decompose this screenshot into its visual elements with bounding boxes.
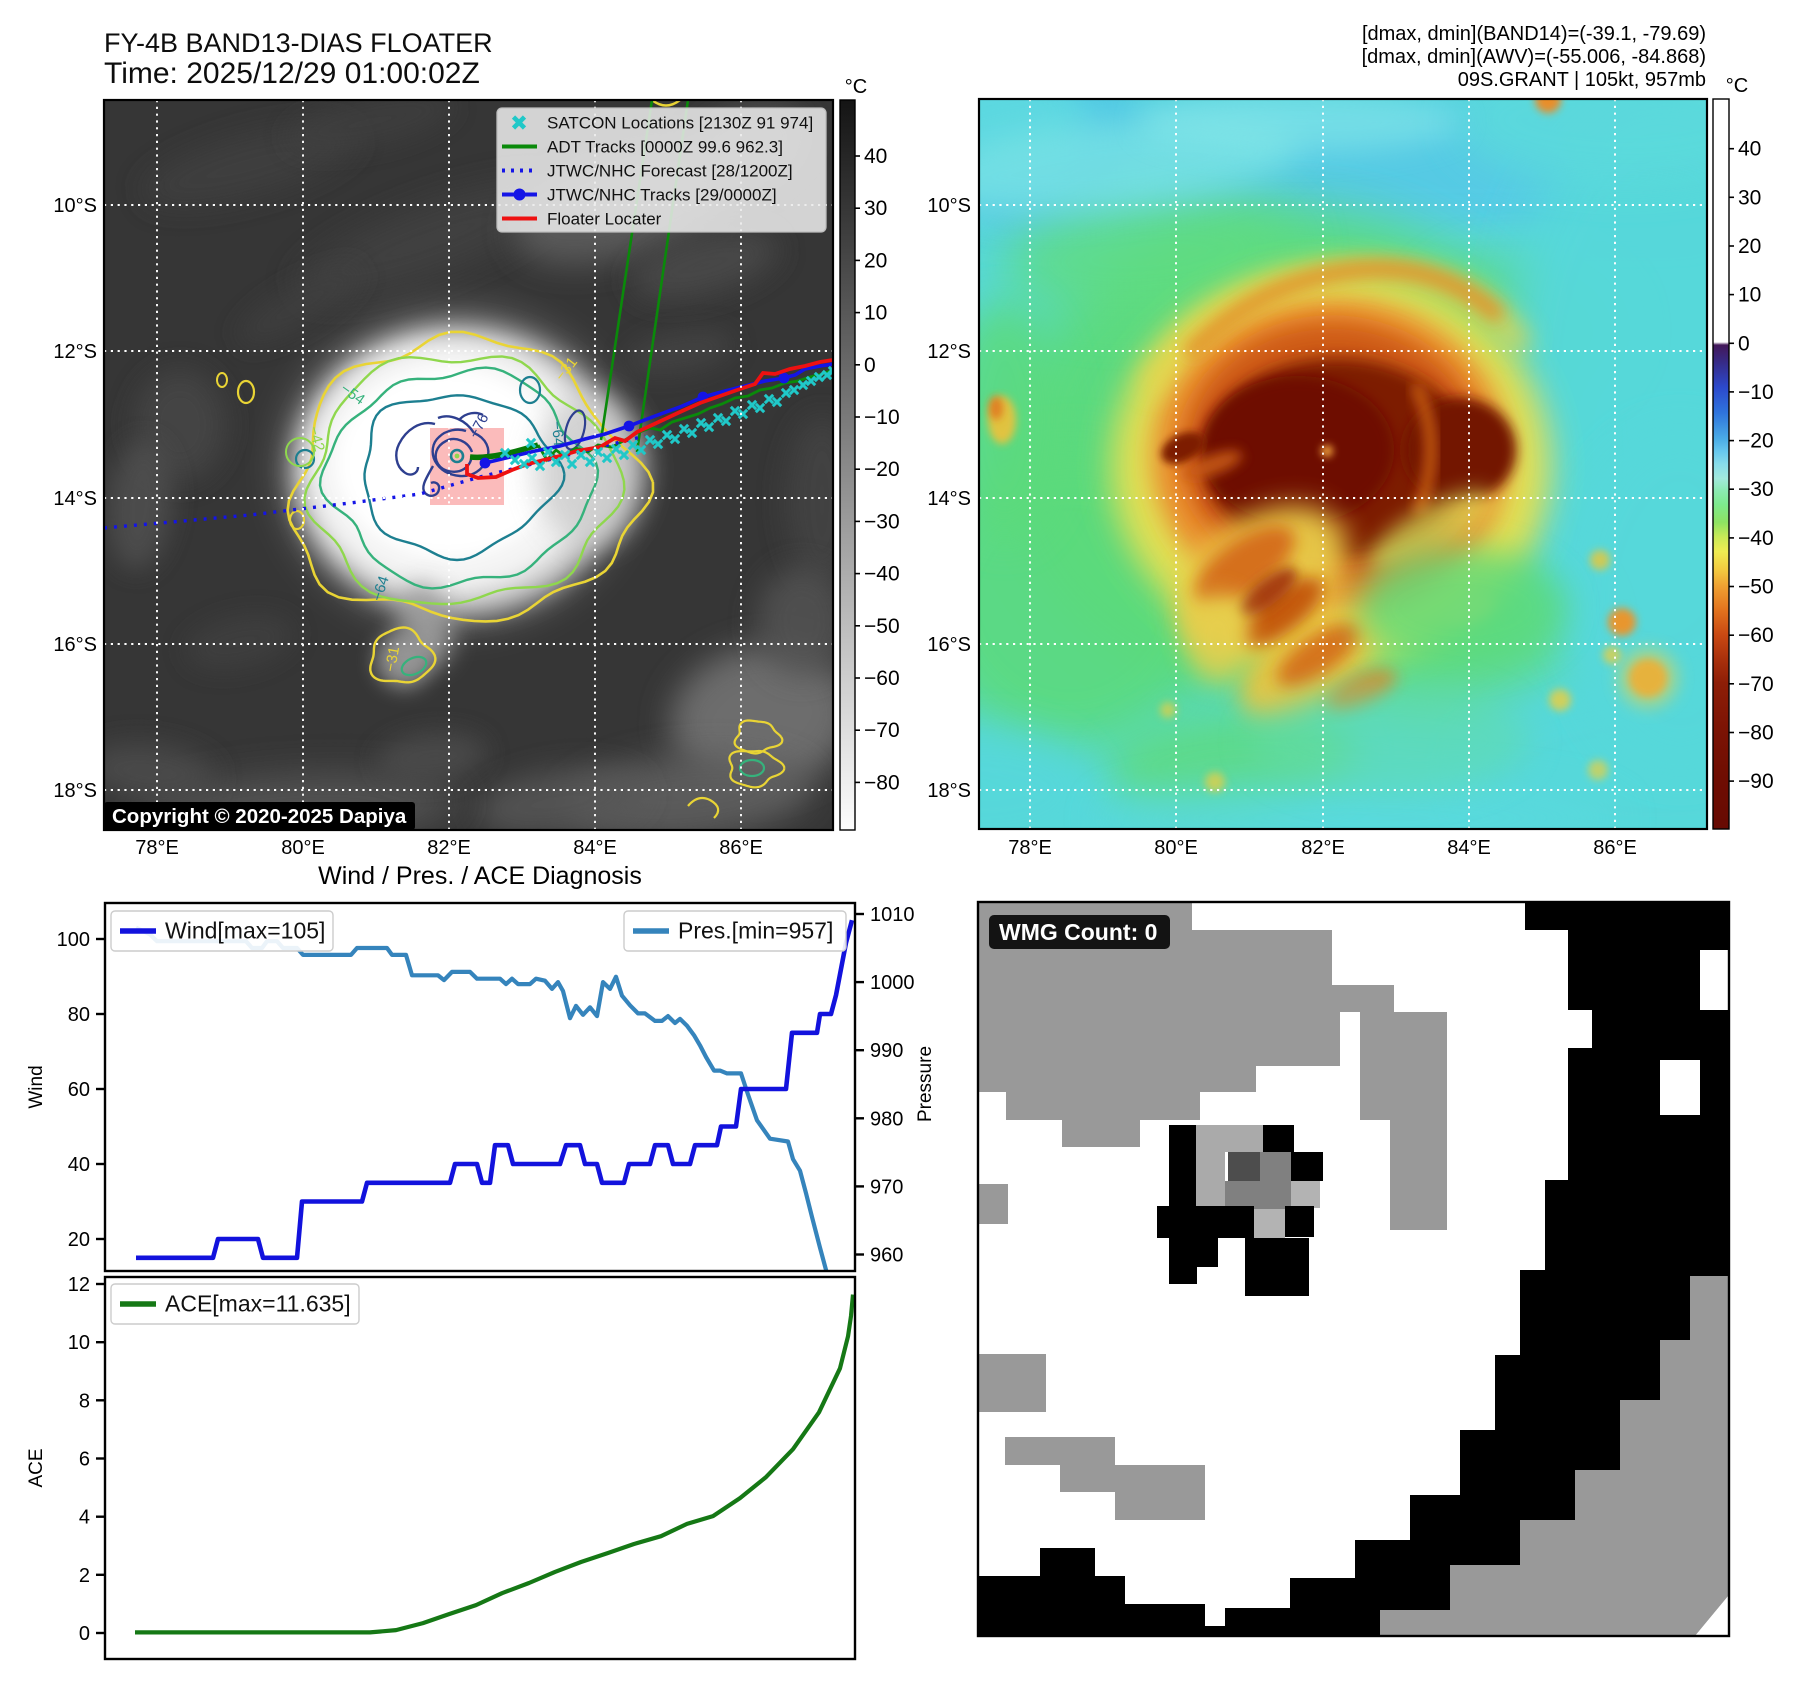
svg-text:10: 10 <box>864 302 887 325</box>
svg-text:JTWC/NHC Tracks [29/0000Z]: JTWC/NHC Tracks [29/0000Z] <box>547 186 777 205</box>
svg-text:12°S: 12°S <box>927 341 971 363</box>
svg-text:−31: −31 <box>382 645 403 673</box>
svg-text:1000: 1000 <box>870 972 915 994</box>
svg-text:4: 4 <box>79 1507 90 1529</box>
svg-text:12°S: 12°S <box>53 341 97 363</box>
svg-text:18°S: 18°S <box>53 780 97 802</box>
svg-text:40: 40 <box>1738 138 1761 161</box>
svg-text:20: 20 <box>68 1229 90 1251</box>
svg-text:0: 0 <box>864 354 876 377</box>
svg-text:16°S: 16°S <box>927 634 971 656</box>
svg-text:20: 20 <box>1738 235 1761 258</box>
svg-text:78°E: 78°E <box>1008 837 1052 859</box>
svg-text:84°E: 84°E <box>1447 837 1491 859</box>
svg-text:970: 970 <box>870 1176 903 1198</box>
svg-text:−60: −60 <box>864 667 900 690</box>
svg-text:30: 30 <box>864 197 887 220</box>
svg-text:°C: °C <box>845 76 867 98</box>
svg-text:0: 0 <box>79 1623 90 1645</box>
svg-text:30: 30 <box>1738 186 1761 209</box>
svg-text:Wind: Wind <box>26 1065 47 1108</box>
svg-text:09S.GRANT | 105kt, 957mb: 09S.GRANT | 105kt, 957mb <box>1458 69 1706 91</box>
svg-text:−40: −40 <box>1738 527 1774 550</box>
svg-text:Time: 2025/12/29 01:00:02Z: Time: 2025/12/29 01:00:02Z <box>104 57 480 90</box>
svg-text:ADT Tracks [0000Z 99.6 962.3]: ADT Tracks [0000Z 99.6 962.3] <box>547 138 783 157</box>
svg-text:−40: −40 <box>864 563 900 586</box>
svg-text:−10: −10 <box>1738 381 1774 404</box>
svg-text:−64: −64 <box>548 420 567 447</box>
svg-text:78°E: 78°E <box>135 837 179 859</box>
svg-text:82°E: 82°E <box>1301 837 1345 859</box>
svg-text:−30: −30 <box>1738 478 1774 501</box>
svg-text:40: 40 <box>68 1154 90 1176</box>
svg-text:−20: −20 <box>864 458 900 481</box>
svg-text:10°S: 10°S <box>927 195 971 217</box>
svg-text:Wind[max=105]: Wind[max=105] <box>165 918 325 944</box>
svg-text:−90: −90 <box>1738 770 1774 793</box>
svg-text:10: 10 <box>1738 284 1761 307</box>
svg-text:6: 6 <box>79 1449 90 1471</box>
svg-text:86°E: 86°E <box>719 837 763 859</box>
svg-text:−20: −20 <box>1738 430 1774 453</box>
svg-text:980: 980 <box>870 1108 903 1130</box>
svg-text:−42: −42 <box>305 424 328 453</box>
svg-text:°C: °C <box>1726 75 1748 97</box>
svg-text:20: 20 <box>864 249 887 272</box>
svg-text:−80: −80 <box>1738 722 1774 745</box>
svg-text:80°E: 80°E <box>281 837 325 859</box>
svg-text:−60: −60 <box>1738 624 1774 647</box>
svg-text:2: 2 <box>79 1565 90 1587</box>
svg-text:[dmax, dmin](BAND14)=(-39.1, -: [dmax, dmin](BAND14)=(-39.1, -79.69) <box>1362 23 1706 45</box>
svg-text:−80: −80 <box>864 771 900 794</box>
svg-text:18°S: 18°S <box>927 780 971 802</box>
svg-text:1010: 1010 <box>870 904 915 926</box>
svg-text:ACE: ACE <box>26 1448 47 1487</box>
svg-text:84°E: 84°E <box>573 837 617 859</box>
svg-text:82°E: 82°E <box>427 837 471 859</box>
svg-text:960: 960 <box>870 1245 903 1267</box>
svg-text:SATCON Locations [2130Z 91 974: SATCON Locations [2130Z 91 974] <box>547 114 813 133</box>
svg-text:−70: −70 <box>864 719 900 742</box>
svg-text:60: 60 <box>68 1079 90 1101</box>
svg-text:[dmax, dmin](AWV)=(-55.006, -8: [dmax, dmin](AWV)=(-55.006, -84.868) <box>1362 46 1706 68</box>
svg-text:FY-4B BAND13-DIAS FLOATER: FY-4B BAND13-DIAS FLOATER <box>104 28 493 58</box>
svg-text:80°E: 80°E <box>1154 837 1198 859</box>
svg-text:Pressure: Pressure <box>915 1046 936 1122</box>
svg-text:990: 990 <box>870 1040 903 1062</box>
svg-text:Copyright © 2020-2025 Dapiya: Copyright © 2020-2025 Dapiya <box>112 805 407 828</box>
svg-text:14°S: 14°S <box>53 488 97 510</box>
svg-text:80: 80 <box>68 1004 90 1026</box>
svg-text:0: 0 <box>1738 332 1750 355</box>
svg-text:16°S: 16°S <box>53 634 97 656</box>
svg-text:−10: −10 <box>864 406 900 429</box>
svg-text:12: 12 <box>68 1274 90 1296</box>
svg-text:Floater Locater: Floater Locater <box>547 210 662 229</box>
svg-text:14°S: 14°S <box>927 488 971 510</box>
svg-text:−70: −70 <box>1738 673 1774 696</box>
svg-text:ACE[max=11.635]: ACE[max=11.635] <box>165 1291 351 1317</box>
svg-text:100: 100 <box>57 929 90 951</box>
svg-text:40: 40 <box>864 145 887 168</box>
svg-text:JTWC/NHC Forecast [28/1200Z]: JTWC/NHC Forecast [28/1200Z] <box>547 162 793 181</box>
svg-text:WMG Count: 0: WMG Count: 0 <box>999 919 1157 945</box>
svg-text:−50: −50 <box>1738 576 1774 599</box>
svg-text:10: 10 <box>68 1332 90 1354</box>
svg-text:86°E: 86°E <box>1593 837 1637 859</box>
svg-text:8: 8 <box>79 1390 90 1412</box>
svg-text:10°S: 10°S <box>53 195 97 217</box>
svg-text:−50: −50 <box>864 615 900 638</box>
svg-text:−30: −30 <box>864 510 900 533</box>
svg-text:Pres.[min=957]: Pres.[min=957] <box>678 918 833 944</box>
svg-text:Wind / Pres. / ACE Diagnosis: Wind / Pres. / ACE Diagnosis <box>318 862 642 890</box>
